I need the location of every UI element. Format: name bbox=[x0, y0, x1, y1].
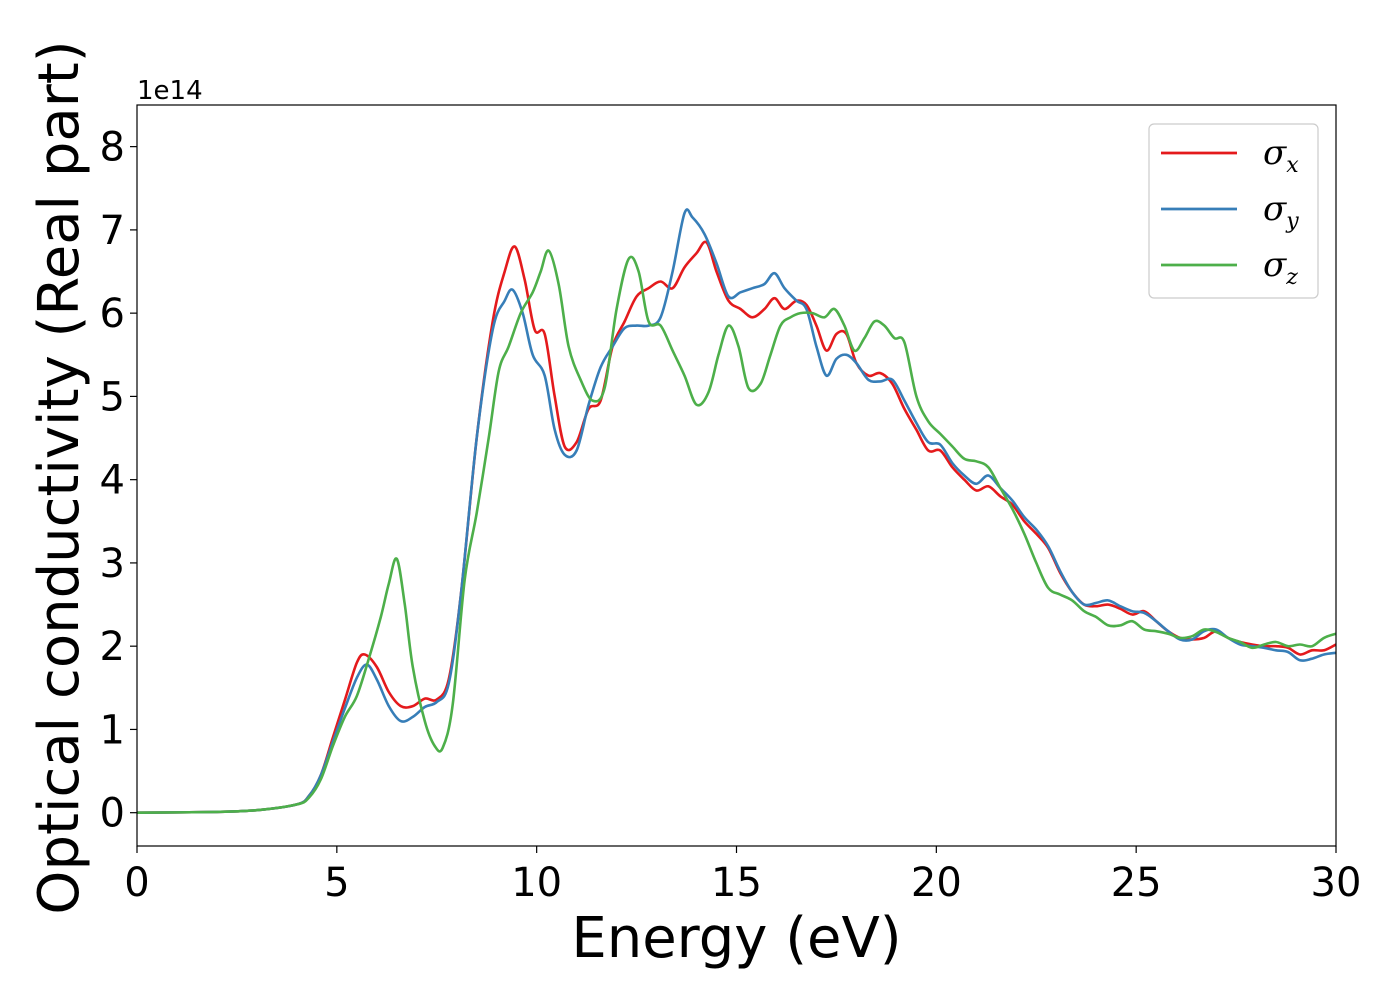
y-tick-label: 6 bbox=[100, 291, 125, 337]
axis-ticks: 0 5 10 15 20 25 30 0 1 2 3 4 5 6 7 8 bbox=[100, 125, 1362, 906]
y-axis-title: Optical conductivity (Real part) bbox=[27, 40, 92, 914]
series-line-y bbox=[136, 208, 1337, 814]
y-tick-label: 8 bbox=[100, 125, 125, 171]
y-offset-text: 1e14 bbox=[137, 76, 203, 106]
y-tick-label: 5 bbox=[100, 374, 125, 420]
x-tick-label: 25 bbox=[1111, 860, 1162, 906]
legend-box bbox=[1148, 123, 1319, 299]
x-tick-label: 20 bbox=[911, 860, 962, 906]
x-tick-label: 0 bbox=[124, 860, 149, 906]
series-line-z bbox=[136, 249, 1337, 814]
y-tick-label: 3 bbox=[100, 541, 125, 587]
y-tick-label: 2 bbox=[100, 624, 125, 670]
x-axis-title: Energy (eV) bbox=[571, 906, 901, 971]
series-lines bbox=[136, 208, 1337, 814]
x-tick-label: 30 bbox=[1311, 860, 1362, 906]
x-tick-label: 5 bbox=[324, 860, 349, 906]
x-tick-label: 15 bbox=[711, 860, 762, 906]
y-tick-label: 1 bbox=[100, 707, 125, 753]
x-tick-label: 10 bbox=[511, 860, 562, 906]
y-tick-label: 7 bbox=[100, 208, 125, 254]
series-line-x bbox=[136, 240, 1337, 814]
y-tick-label: 4 bbox=[100, 458, 125, 504]
y-tick-label: 0 bbox=[100, 791, 125, 837]
